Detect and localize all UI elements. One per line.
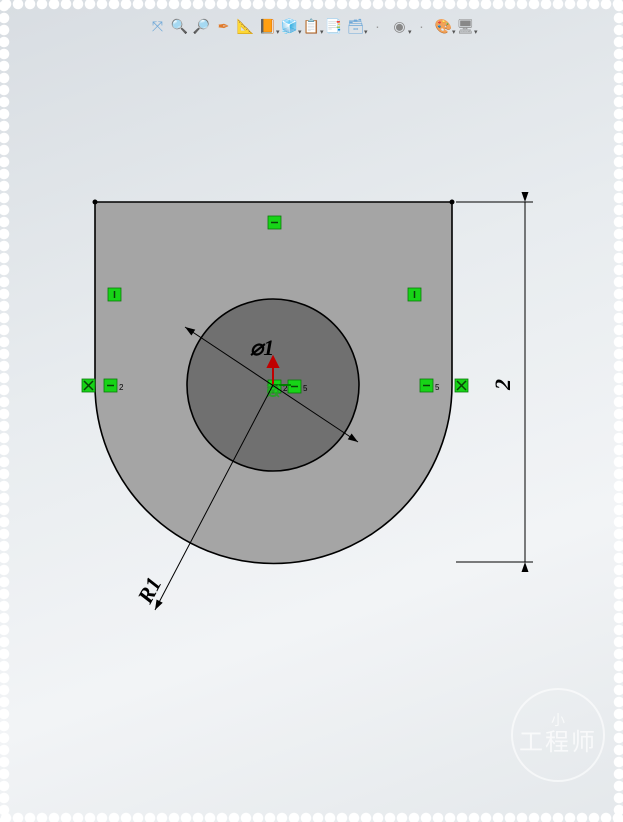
cad-viewport: ⤧🔍🔎✒📐📙▾🧊▾📋▾📑🗃▾·◉▾·🎨▾🖥▾ 25252⌀1R1 小 工程师 bbox=[0, 0, 623, 822]
prev-view-icon[interactable]: 🔎 bbox=[192, 16, 212, 36]
border-bottom bbox=[0, 812, 623, 822]
dynamic-section-icon[interactable]: 📐 bbox=[236, 16, 256, 36]
sketch-endpoint[interactable] bbox=[450, 200, 455, 205]
constraint-index: 2 bbox=[119, 383, 124, 392]
constraint-index: 5 bbox=[435, 383, 440, 392]
sketch-endpoint[interactable] bbox=[93, 200, 98, 205]
edit-appearance-icon[interactable]: 📑 bbox=[324, 16, 344, 36]
display-style-icon[interactable]: 🧊▾ bbox=[280, 16, 300, 36]
constraint-tangent[interactable] bbox=[82, 379, 95, 392]
screen-capture-icon[interactable]: 🖥▾ bbox=[456, 16, 476, 36]
sketch-canvas[interactable]: 25252⌀1R1 bbox=[0, 40, 623, 810]
view-orientation-icon[interactable]: 📙▾ bbox=[258, 16, 278, 36]
graphics-area[interactable]: 25252⌀1R1 bbox=[0, 40, 623, 810]
border-top bbox=[0, 0, 623, 10]
watermark-line1: 小 bbox=[551, 714, 565, 729]
watermark-line2: 工程师 bbox=[519, 730, 597, 756]
heads-up-toolbar: ⤧🔍🔎✒📐📙▾🧊▾📋▾📑🗃▾·◉▾·🎨▾🖥▾ bbox=[0, 14, 623, 38]
dimension-height-value[interactable]: 2 bbox=[490, 379, 515, 391]
render-tools-icon[interactable]: 🎨▾ bbox=[434, 16, 454, 36]
apply-scene-icon[interactable]: 🗃▾ bbox=[346, 16, 366, 36]
sep2: · bbox=[412, 16, 432, 36]
section-view-icon[interactable]: ✒ bbox=[214, 16, 234, 36]
constraint-vertical[interactable] bbox=[108, 288, 121, 301]
constraint-vertical[interactable] bbox=[408, 288, 421, 301]
constraint-tangent[interactable] bbox=[455, 379, 468, 392]
constraint-index: 5 bbox=[303, 384, 308, 393]
zoom-to-fit-icon[interactable]: ⤧ bbox=[148, 16, 168, 36]
constraint-horizontal[interactable] bbox=[268, 216, 281, 229]
sep1: · bbox=[368, 16, 388, 36]
view-settings-icon[interactable]: ◉▾ bbox=[390, 16, 410, 36]
hide-show-icon[interactable]: 📋▾ bbox=[302, 16, 322, 36]
dimension-diameter-value[interactable]: ⌀1 bbox=[250, 335, 274, 360]
watermark: 小 工程师 bbox=[511, 688, 605, 782]
zoom-area-icon[interactable]: 🔍 bbox=[170, 16, 190, 36]
